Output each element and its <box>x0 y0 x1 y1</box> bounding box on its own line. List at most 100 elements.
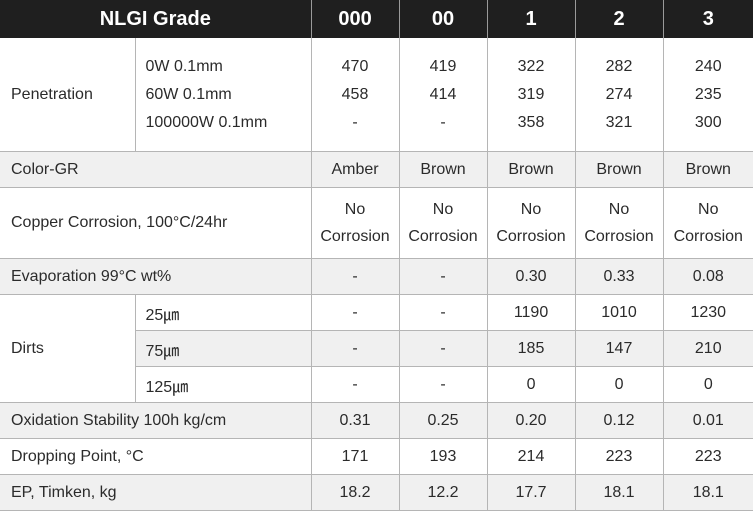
dirts-row-25: Dirts 25㎛ - - 1190 1010 1230 <box>0 294 754 403</box>
dirts-value: - <box>311 294 400 331</box>
copper-corrosion-label: Copper Corrosion, 100°C/24hr <box>0 187 312 259</box>
evaporation-value: - <box>311 258 400 295</box>
penetration-value: 319 <box>517 85 545 103</box>
ep-timken-value: 12.2 <box>399 474 488 511</box>
penetration-value: 470 <box>341 57 369 75</box>
penetration-value: - <box>440 113 446 131</box>
ep-timken-label: EP, Timken, kg <box>0 474 312 511</box>
penetration-value: 414 <box>429 85 457 103</box>
dirts-label: Dirts <box>0 294 136 403</box>
color-row: Color-GR Amber Brown Brown Brown Brown <box>0 151 754 188</box>
penetration-value: 358 <box>517 113 545 131</box>
penetration-row: Penetration 0W 0.1mm 60W 0.1mm 100000W 0… <box>0 38 754 152</box>
grade-1-header: 1 <box>487 0 576 38</box>
dirts-value: - <box>311 330 400 367</box>
ep-timken-row: EP, Timken, kg 18.2 12.2 17.7 18.1 18.1 <box>0 474 754 511</box>
dirts-sub-125: 125㎛ <box>135 366 312 403</box>
copper-corrosion-line1: No <box>344 201 366 218</box>
penetration-sub-60w: 60W 0.1mm <box>145 85 232 103</box>
grade-header: NLGI Grade <box>0 0 312 38</box>
dirts-value: 0 <box>663 366 754 403</box>
oxidation-value: 0.12 <box>575 402 664 439</box>
oxidation-value: 0.20 <box>487 402 576 439</box>
oxidation-row: Oxidation Stability 100h kg/cm 0.31 0.25… <box>0 402 754 439</box>
penetration-value: - <box>352 113 358 131</box>
dirts-value: 1190 <box>487 294 576 331</box>
evaporation-row: Evaporation 99°C wt% - - 0.30 0.33 0.08 <box>0 258 754 295</box>
dropping-point-row: Dropping Point, °C 171 193 214 223 223 <box>0 438 754 475</box>
color-value: Brown <box>487 151 576 188</box>
dirts-row-125: 125㎛ - - 0 0 0 <box>0 366 754 403</box>
ep-timken-value: 18.1 <box>575 474 664 511</box>
dirts-value: - <box>399 294 488 331</box>
dirts-sub-75: 75㎛ <box>135 330 312 367</box>
penetration-cell: 240 235 300 <box>663 38 754 152</box>
color-value: Brown <box>399 151 488 188</box>
header-row: NLGI Grade 000 00 1 2 3 <box>0 0 754 38</box>
grade-2-header: 2 <box>575 0 664 38</box>
ep-timken-value: 18.2 <box>311 474 400 511</box>
oxidation-value: 0.25 <box>399 402 488 439</box>
penetration-cell: 282 274 321 <box>575 38 664 152</box>
evaporation-label: Evaporation 99°C wt% <box>0 258 312 295</box>
dirts-value: 147 <box>575 330 664 367</box>
grade-3-header: 3 <box>663 0 754 38</box>
copper-corrosion-line1: No <box>698 201 719 218</box>
penetration-value: 240 <box>694 57 722 75</box>
copper-corrosion-cell: No Corrosion <box>575 187 664 259</box>
grade-00-header: 00 <box>399 0 488 38</box>
copper-corrosion-line2: Corrosion <box>320 228 390 245</box>
evaporation-value: - <box>399 258 488 295</box>
ep-timken-value: 18.1 <box>663 474 754 511</box>
evaporation-value: 0.30 <box>487 258 576 295</box>
copper-corrosion-line1: No <box>608 201 630 218</box>
copper-corrosion-line1: No <box>520 201 542 218</box>
oxidation-value: 0.01 <box>663 402 754 439</box>
penetration-cell: 419 414 - <box>399 38 488 152</box>
dropping-point-value: 223 <box>575 438 664 475</box>
dirts-value: 210 <box>663 330 754 367</box>
dropping-point-value: 193 <box>399 438 488 475</box>
copper-corrosion-line2: Corrosion <box>408 228 478 245</box>
dirts-value: 1010 <box>575 294 664 331</box>
copper-corrosion-row: Copper Corrosion, 100°C/24hr No Corrosio… <box>0 187 754 259</box>
evaporation-value: 0.08 <box>663 258 754 295</box>
penetration-value: 274 <box>605 85 633 103</box>
penetration-sub-0w: 0W 0.1mm <box>145 57 223 75</box>
oxidation-label: Oxidation Stability 100h kg/cm <box>0 402 312 439</box>
dropping-point-value: 214 <box>487 438 576 475</box>
penetration-value: 282 <box>605 57 633 75</box>
penetration-value: 235 <box>694 85 722 103</box>
dirts-value: - <box>311 366 400 403</box>
penetration-value: 419 <box>429 57 457 75</box>
color-value: Amber <box>311 151 400 188</box>
dirts-value: 0 <box>487 366 576 403</box>
dropping-point-label: Dropping Point, °C <box>0 438 312 475</box>
dirts-row-75: 75㎛ - - 185 147 210 <box>0 330 754 367</box>
penetration-conditions: 0W 0.1mm 60W 0.1mm 100000W 0.1mm <box>135 38 312 152</box>
color-label: Color-GR <box>0 151 312 188</box>
dirts-value: - <box>399 330 488 367</box>
copper-corrosion-cell: No Corrosion <box>487 187 576 259</box>
oxidation-value: 0.31 <box>311 402 400 439</box>
copper-corrosion-cell: No Corrosion <box>399 187 488 259</box>
penetration-cell: 470 458 - <box>311 38 400 152</box>
penetration-label: Penetration <box>0 38 136 152</box>
dirts-value: 0 <box>575 366 664 403</box>
dropping-point-value: 171 <box>311 438 400 475</box>
copper-corrosion-cell: No Corrosion <box>663 187 754 259</box>
dropping-point-value: 223 <box>663 438 754 475</box>
penetration-sub-100000w: 100000W 0.1mm <box>145 113 268 131</box>
copper-corrosion-line2: Corrosion <box>673 228 743 245</box>
dirts-value: 1230 <box>663 294 754 331</box>
penetration-value: 322 <box>517 57 545 75</box>
penetration-value: 458 <box>341 85 369 103</box>
penetration-cell: 322 319 358 <box>487 38 576 152</box>
copper-corrosion-line2: Corrosion <box>584 228 654 245</box>
grade-000-header: 000 <box>311 0 400 38</box>
dirts-sub-25: 25㎛ <box>135 294 312 331</box>
penetration-value: 300 <box>694 113 722 131</box>
dirts-value: - <box>399 366 488 403</box>
ep-timken-value: 17.7 <box>487 474 576 511</box>
evaporation-value: 0.33 <box>575 258 664 295</box>
